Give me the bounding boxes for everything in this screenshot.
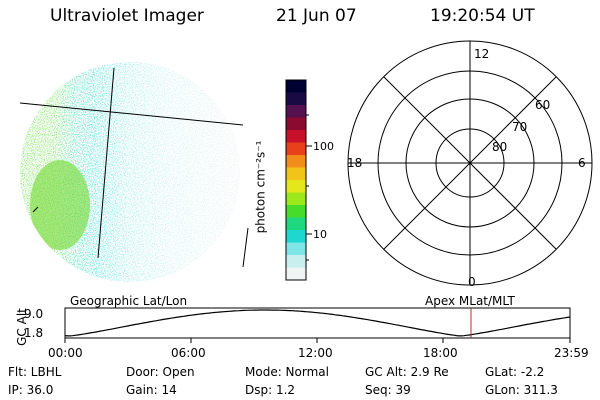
colorbar-tick-100: 100: [313, 140, 334, 153]
colorbar-segment: [286, 142, 306, 156]
apex-header: Apex MLat/MLT: [425, 294, 515, 308]
limb-tick: [242, 227, 249, 268]
colorbar-segment: [286, 167, 306, 181]
colorbar-segment: [286, 105, 306, 118]
colorbar-tick-10: 10: [313, 228, 327, 241]
time-label: 19:20:54 UT: [430, 6, 535, 26]
status-gc-alt: GC Alt: 2.9 Re: [365, 365, 449, 379]
colorbar-segment: [286, 267, 306, 281]
geographic-header: Geographic Lat/Lon: [70, 294, 188, 308]
x-tick-2359: 23:59: [554, 346, 589, 360]
mlt-label-0: 0: [468, 275, 476, 289]
status-door: Door: Open: [126, 365, 195, 379]
status-filter: Flt: LBHL: [8, 365, 62, 379]
instrument-title: Ultraviolet Imager: [50, 6, 204, 26]
lat-line: [19, 102, 244, 126]
y-tick-9: 9.0: [24, 307, 44, 321]
mlt-label-18: 18: [347, 156, 363, 170]
colorbar-segment: [286, 192, 306, 206]
colorbar-segment: [286, 130, 306, 143]
status-mode: Mode: Normal: [245, 365, 329, 379]
date-label: 21 Jun 07: [276, 6, 357, 26]
lon-line: [97, 67, 115, 259]
x-tick-1200: 12:00: [298, 346, 333, 360]
status-glon: GLon: 311.3: [485, 383, 558, 397]
mlt-label-12: 12: [474, 47, 490, 61]
mlat-label-60: 60: [535, 98, 551, 112]
colorbar-segment: [286, 117, 306, 131]
colorbar-segment: [286, 255, 306, 268]
status-ip: IP: 36.0: [8, 383, 54, 397]
colorbar-segment: [286, 80, 306, 93]
status-dsp: Dsp: 1.2: [245, 383, 296, 397]
colorbar-segment: [286, 205, 306, 218]
status-seq: Seq: 39: [365, 383, 411, 397]
mlat-label-80: 80: [492, 140, 508, 154]
mlt-label-6: 6: [578, 156, 586, 170]
mlat-label-70: 70: [512, 120, 528, 134]
colorbar-segment: [286, 92, 306, 106]
colorbar-segment: [286, 155, 306, 168]
x-tick-0000: 00:00: [48, 346, 83, 360]
colorbar-segment: [286, 180, 306, 193]
x-tick-0600: 06:00: [171, 346, 206, 360]
status-glat: GLat: -2.2: [485, 365, 545, 379]
colorbar-segment: [286, 230, 306, 243]
colorbar-segment: [286, 217, 306, 231]
status-gain: Gain: 14: [126, 383, 177, 397]
colorbar-segment: [286, 242, 306, 256]
y-tick-1-8: 1.8: [24, 326, 44, 340]
x-tick-1800: 18:00: [423, 346, 458, 360]
